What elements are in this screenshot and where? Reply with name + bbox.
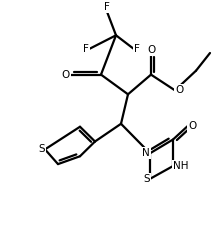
Text: N: N (142, 148, 150, 158)
Text: S: S (143, 174, 150, 184)
Text: O: O (62, 70, 70, 80)
Text: F: F (134, 44, 140, 54)
Text: F: F (83, 44, 89, 54)
Text: S: S (38, 144, 45, 154)
Text: O: O (175, 85, 183, 95)
Text: O: O (188, 121, 196, 131)
Text: O: O (147, 45, 155, 55)
Text: NH: NH (173, 161, 188, 171)
Text: F: F (104, 2, 110, 12)
